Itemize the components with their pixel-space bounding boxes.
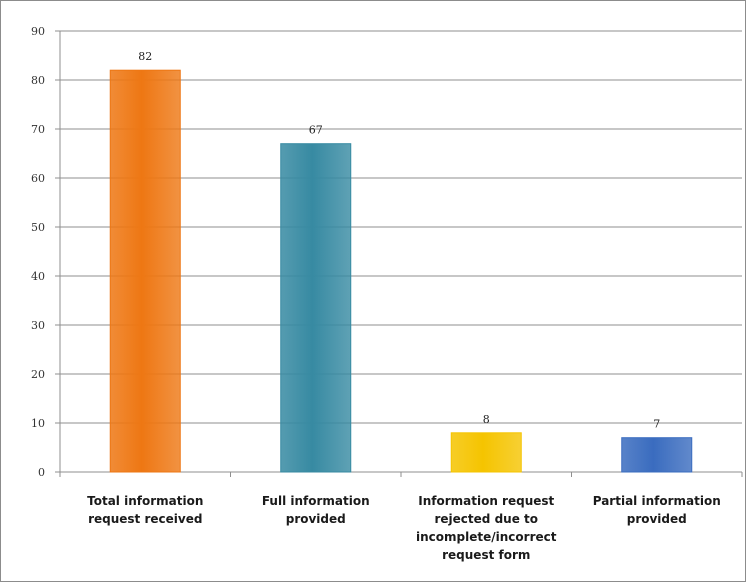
data-label: 7 — [653, 418, 660, 431]
y-tick-label: 10 — [31, 417, 45, 430]
category-labels: Total information request received Full in… — [87, 494, 721, 562]
y-tick-label: 30 — [31, 319, 45, 332]
bar — [621, 437, 693, 473]
y-tick-label: 80 — [31, 74, 45, 87]
y-tick-label: 70 — [31, 123, 45, 136]
category-label: Full information provided — [262, 494, 370, 526]
data-label: 67 — [309, 124, 323, 137]
category-label: Partial information provided — [593, 494, 721, 526]
category-label: Information request rejected due to incomp… — [416, 494, 557, 562]
bars — [109, 69, 693, 473]
bar — [450, 432, 522, 473]
y-tick-label: 0 — [38, 466, 45, 479]
y-tick-label: 50 — [31, 221, 45, 234]
y-tick-label: 60 — [31, 172, 45, 185]
y-tick-label: 20 — [31, 368, 45, 381]
y-tick-label: 40 — [31, 270, 45, 283]
data-labels: 82 67 8 7 — [138, 50, 660, 431]
bar — [109, 69, 181, 473]
y-tick-label: 90 — [31, 25, 45, 38]
data-label: 82 — [138, 50, 152, 63]
y-tick-labels: 0 10 20 30 40 50 60 70 80 90 — [31, 25, 45, 479]
category-label: Total information request received — [87, 494, 203, 526]
data-label: 8 — [483, 413, 490, 426]
bar — [280, 143, 352, 473]
